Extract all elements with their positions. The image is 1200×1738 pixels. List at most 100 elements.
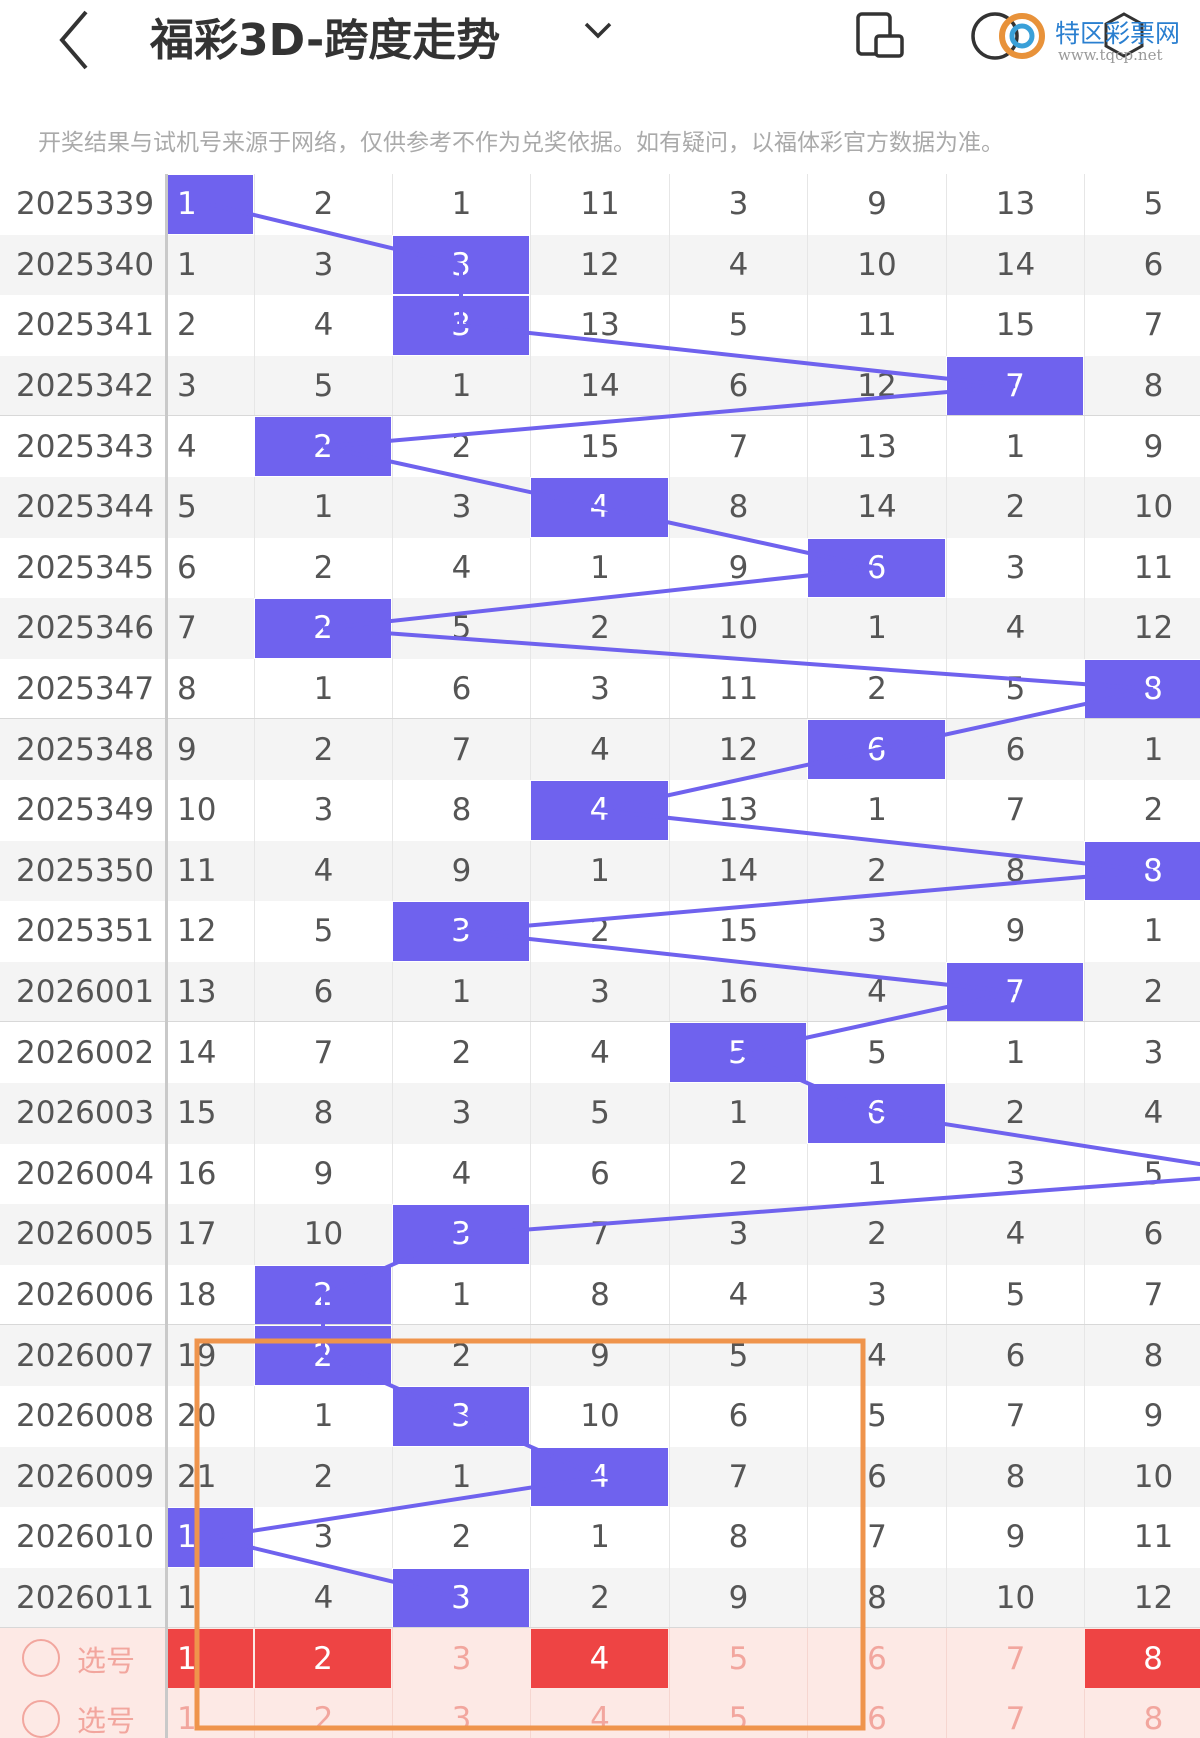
pick-ball[interactable]: 8 [1084, 1628, 1200, 1689]
cell: 4 [392, 1143, 530, 1205]
cell: 11 [530, 174, 669, 235]
cell: 2 [807, 840, 946, 902]
cell: 2 [946, 477, 1084, 538]
pick-ball[interactable]: 1 [166, 1689, 254, 1738]
cell: 6 [669, 1386, 807, 1447]
issue: 2026006 [16, 1277, 155, 1314]
cell: 5 [807, 1022, 946, 1083]
cell: 10 [530, 1386, 669, 1447]
cell: 2 [254, 537, 392, 599]
cell: 2 [669, 1143, 807, 1205]
issue: 2026005 [16, 1216, 155, 1253]
cell: 9 [392, 840, 530, 902]
cell: 1 [254, 658, 392, 720]
issue: 2025343 [16, 428, 155, 465]
watermark-logo [999, 13, 1045, 59]
pick-ball[interactable]: 7 [946, 1689, 1084, 1738]
cell: 10 [254, 1204, 392, 1265]
cell: 14 [530, 355, 669, 417]
pick-circle[interactable] [22, 1639, 60, 1678]
pick-ball[interactable]: 7 [946, 1628, 1084, 1689]
cell: 2 [392, 416, 530, 477]
cell: 6 [392, 658, 530, 720]
cell: 3 [392, 234, 530, 296]
cell: 4 [392, 537, 530, 599]
cell: 8 [254, 1083, 392, 1144]
cell: 11 [1084, 537, 1200, 599]
cell: 2 [946, 1083, 1084, 1144]
cell: 5 [254, 355, 392, 417]
back-button[interactable] [59, 10, 88, 70]
cell: 3 [254, 780, 392, 841]
cell: 8 [166, 658, 254, 720]
cell: 8 [669, 1507, 807, 1568]
icon-settings[interactable] [1104, 12, 1144, 58]
cell: 6 [946, 719, 1084, 780]
cell: 8 [807, 1567, 946, 1629]
cell: 9 [669, 537, 807, 599]
cell: 9 [530, 1325, 669, 1386]
pick-ball[interactable]: 5 [669, 1689, 807, 1738]
cell: 3 [392, 295, 530, 356]
cell: 9 [166, 719, 254, 780]
cell: 7 [254, 1022, 392, 1083]
pick-circle[interactable] [22, 1700, 60, 1738]
cell: 4 [669, 1264, 807, 1326]
cell: 11 [807, 295, 946, 356]
pick-ball[interactable]: 3 [392, 1628, 530, 1689]
cell: 1 [166, 174, 254, 235]
cell: 3 [946, 537, 1084, 599]
pick-ball[interactable]: 4 [530, 1628, 669, 1689]
cell: 9 [1084, 1386, 1200, 1447]
cell: 6 [807, 1083, 946, 1144]
issue: 2025344 [16, 489, 155, 526]
cell: 6 [166, 537, 254, 599]
pick-ball[interactable]: 8 [1084, 1689, 1200, 1738]
cell: 14 [166, 1022, 254, 1083]
cell: 8 [392, 780, 530, 841]
pick-ball[interactable]: 6 [807, 1689, 946, 1738]
cell: 3 [807, 1264, 946, 1326]
cell: 1 [166, 234, 254, 296]
cell: 2 [392, 1507, 530, 1568]
pick-ball[interactable]: 6 [807, 1628, 946, 1689]
icon-share[interactable] [971, 12, 1019, 60]
cell: 6 [1084, 234, 1200, 296]
cell: 1 [392, 1446, 530, 1508]
cell: 2 [1084, 780, 1200, 841]
cell: 9 [946, 901, 1084, 962]
cell: 3 [392, 1083, 530, 1144]
cell: 3 [807, 901, 946, 962]
cell: 2 [392, 1325, 530, 1386]
pick-label: 选号 [77, 1704, 136, 1738]
issue: 2026002 [16, 1034, 155, 1071]
cell: 6 [530, 1143, 669, 1205]
pick-ball[interactable]: 2 [254, 1689, 392, 1738]
cell: 2 [530, 598, 669, 659]
issue: 2026004 [16, 1155, 155, 1192]
cell: 2 [530, 901, 669, 962]
pick-ball[interactable]: 1 [166, 1628, 254, 1689]
cell: 1 [669, 1083, 807, 1144]
trend-table: 2025339 1 2 1 11 3 9 13 5 2025340 1 3 3 12 4 10 14 6 20253… [0, 174, 1200, 1738]
pick-ball[interactable]: 5 [669, 1628, 807, 1689]
cell: 8 [530, 1264, 669, 1326]
header-icons [59, 10, 1144, 70]
cell: 10 [946, 1567, 1084, 1629]
cell: 1 [807, 1143, 946, 1205]
cell: 4 [807, 961, 946, 1023]
cell: 3 [946, 1143, 1084, 1205]
cell: 11 [166, 840, 254, 902]
cell: 9 [946, 1507, 1084, 1568]
dropdown[interactable] [584, 22, 612, 39]
title: 福彩3D-跨度走势 [150, 15, 501, 66]
cell: 3 [1084, 1022, 1200, 1083]
cell: 2 [254, 598, 392, 659]
pick-ball[interactable]: 4 [530, 1689, 669, 1738]
pick-ball[interactable]: 2 [254, 1628, 392, 1689]
cell: 11 [669, 658, 807, 720]
pick-ball[interactable]: 3 [392, 1689, 530, 1738]
cell: 12 [1084, 1567, 1200, 1629]
icon-phone[interactable] [856, 12, 892, 56]
cell: 1 [530, 1507, 669, 1568]
